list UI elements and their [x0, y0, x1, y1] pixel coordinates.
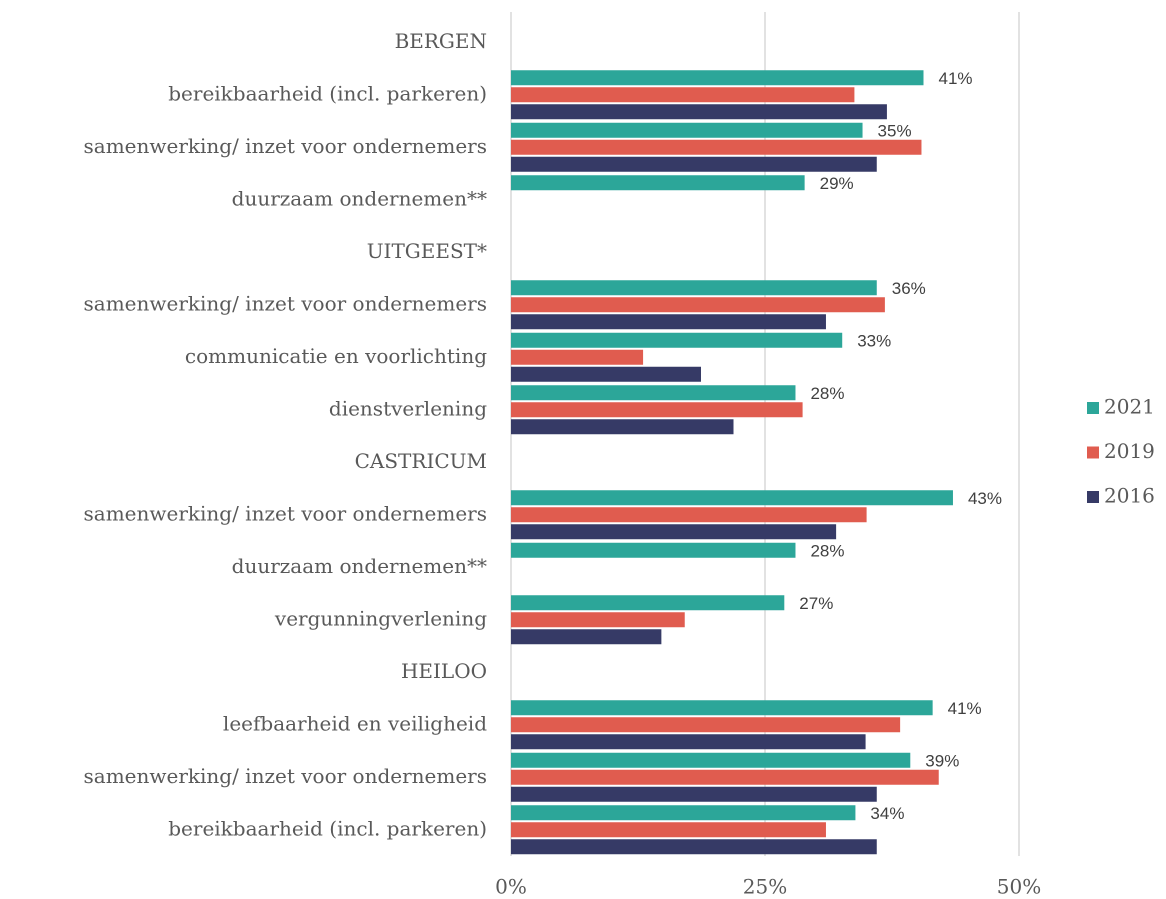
bar: [511, 104, 887, 120]
bar: [511, 752, 911, 768]
bar: [511, 70, 924, 86]
bar: [511, 280, 877, 296]
data-label: 39%: [925, 752, 959, 771]
y-tick-label: HEILOO: [401, 659, 487, 683]
bar: [511, 385, 796, 401]
data-label: 33%: [857, 332, 891, 351]
legend-label: 2019: [1104, 439, 1155, 463]
x-tick-label: 25%: [743, 875, 787, 899]
y-tick-label: duurzaam ondernemen**: [232, 186, 487, 210]
data-label: 41%: [948, 699, 982, 718]
data-label: 27%: [799, 594, 833, 613]
bar: [511, 839, 877, 855]
legend-swatch: [1087, 491, 1099, 503]
bar: [511, 490, 953, 506]
bar: [511, 156, 877, 172]
bar: [511, 297, 885, 313]
bar: [511, 175, 805, 191]
bar: [511, 507, 867, 523]
y-tick-label: duurzaam ondernemen**: [232, 554, 487, 578]
x-tick-label: 50%: [997, 875, 1041, 899]
bar: [511, 595, 785, 611]
data-label: 28%: [810, 542, 844, 561]
bar: [511, 734, 866, 750]
y-tick-label: vergunningverlening: [274, 606, 487, 630]
bar: [511, 122, 863, 138]
y-tick-label: bereikbaarheid (incl. parkeren): [168, 81, 487, 105]
bar: [511, 139, 922, 155]
bar: [511, 314, 826, 330]
bar: [511, 612, 685, 628]
data-label: 43%: [968, 489, 1002, 508]
bar: [511, 332, 843, 348]
y-tick-label: CASTRICUM: [355, 449, 487, 473]
legend-label: 2016: [1104, 484, 1155, 508]
bar: [511, 769, 939, 785]
y-tick-label: samenwerking/ inzet voor ondernemers: [84, 291, 488, 315]
data-label: 36%: [892, 279, 926, 298]
legend-swatch: [1087, 446, 1099, 459]
bar: [511, 717, 901, 733]
y-tick-label: BERGEN: [395, 29, 487, 53]
data-label: 35%: [878, 122, 912, 141]
legend-label: 2021: [1104, 395, 1155, 419]
bar: [511, 524, 837, 540]
y-tick-label: UITGEEST*: [367, 239, 487, 263]
bar: [511, 419, 734, 435]
y-tick-label: leefbaarheid en veiligheid: [223, 711, 487, 735]
data-label: 29%: [820, 174, 854, 193]
x-tick-label: 0%: [495, 875, 527, 899]
y-tick-label: samenwerking/ inzet voor ondernemers: [84, 134, 488, 158]
bar: [511, 629, 662, 645]
bar: [511, 349, 644, 365]
data-label: 28%: [810, 384, 844, 403]
legend-swatch: [1087, 402, 1099, 414]
y-tick-label: samenwerking/ inzet voor ondernemers: [84, 501, 488, 525]
y-tick-label: bereikbaarheid (incl. parkeren): [168, 816, 487, 840]
y-tick-label: dienstverlening: [329, 396, 487, 420]
data-label: 34%: [870, 804, 904, 823]
y-tick-label: samenwerking/ inzet voor ondernemers: [84, 764, 488, 788]
bar: [511, 786, 877, 802]
bar: [511, 542, 796, 558]
bar: [511, 366, 701, 382]
bar: [511, 700, 933, 716]
data-label: 41%: [938, 69, 972, 88]
y-tick-label: communicatie en voorlichting: [185, 344, 487, 368]
bar: [511, 805, 856, 821]
bar: [511, 87, 855, 103]
bar: [511, 822, 826, 838]
bar: [511, 402, 803, 418]
